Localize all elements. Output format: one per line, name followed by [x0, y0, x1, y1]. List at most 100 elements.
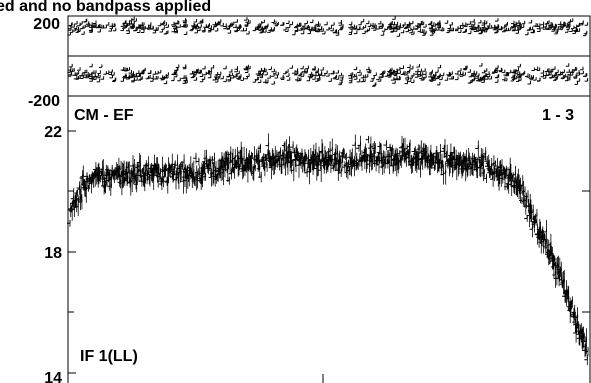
phase-point	[364, 28, 369, 33]
if-label: IF 1(LL)	[80, 348, 138, 365]
phase-point	[471, 26, 475, 31]
phase-point	[521, 70, 526, 75]
phase-point	[286, 77, 291, 81]
phase-point	[161, 76, 166, 80]
phase-point	[584, 78, 589, 82]
phase-point	[212, 21, 216, 26]
phase-point	[190, 74, 195, 79]
phase-point	[309, 19, 314, 23]
phase-point	[128, 70, 132, 74]
chart-title: ed and no bandpass applied	[0, 0, 211, 15]
phase-point	[540, 70, 545, 74]
phase-point	[193, 19, 198, 23]
amplitude-point	[367, 152, 371, 156]
amplitude-point	[91, 171, 95, 175]
phase-point	[463, 66, 467, 71]
amplitude-point	[150, 169, 154, 173]
phase-point	[348, 31, 352, 35]
phase-point	[183, 19, 187, 23]
phase-point	[246, 31, 250, 35]
amplitude-point	[507, 166, 511, 170]
amplitude-point	[278, 161, 282, 166]
phase-point	[576, 22, 581, 27]
amplitude-point	[130, 171, 135, 175]
phase-point	[432, 77, 437, 81]
phase-point	[289, 65, 293, 69]
phase-point	[267, 29, 271, 33]
phase-point	[173, 73, 178, 78]
phase-point	[137, 73, 141, 77]
amplitude-point	[338, 169, 342, 174]
phase-point	[283, 70, 287, 75]
amplitude-point	[442, 170, 447, 174]
phase-point	[137, 24, 141, 28]
phase-point	[171, 77, 175, 82]
amplitude-point	[519, 182, 524, 186]
phase-point	[554, 29, 559, 33]
phase-point	[564, 77, 569, 82]
amplitude-point	[75, 195, 80, 200]
amplitude-point	[551, 257, 556, 261]
amplitude-point	[332, 156, 336, 161]
amplitude-point	[585, 348, 589, 352]
amplitude-point	[190, 173, 194, 177]
amplitude-point	[466, 156, 470, 161]
phase-point	[462, 65, 467, 70]
phase-point	[191, 23, 196, 28]
amplitude-point	[370, 143, 374, 148]
amplitude-point	[581, 334, 585, 339]
phase-point	[392, 16, 396, 20]
amplitude-point	[153, 164, 158, 168]
phase-point	[491, 24, 496, 29]
phase-point	[280, 22, 284, 26]
amplitude-point	[376, 161, 380, 166]
amplitude-point	[472, 159, 476, 163]
amplitude-point	[287, 158, 291, 162]
phase-point	[331, 22, 335, 26]
phase-point	[351, 24, 355, 29]
amplitude-point	[160, 178, 164, 183]
phase-point	[420, 77, 425, 81]
phase-point	[150, 78, 154, 82]
amplitude-point	[556, 275, 560, 279]
amplitude-point	[235, 163, 239, 167]
amplitude-point	[108, 176, 112, 180]
amplitude-point	[219, 165, 224, 169]
phase-point	[147, 70, 152, 74]
phase-point	[419, 29, 424, 33]
phase-point	[485, 76, 489, 80]
amplitude-point	[107, 183, 112, 187]
phase-point	[177, 77, 181, 82]
amplitude-point	[523, 197, 527, 201]
phase-point	[475, 24, 479, 29]
phase-point	[358, 72, 362, 76]
amplitude-point	[442, 145, 446, 149]
phase-point	[227, 78, 232, 82]
phase-point	[82, 69, 86, 74]
phase-point	[197, 69, 201, 74]
phase-point	[394, 25, 398, 30]
phase-point	[254, 26, 259, 30]
phase-point	[173, 69, 178, 74]
phase-point	[503, 27, 507, 32]
phase-point	[567, 24, 571, 28]
phase-point	[273, 70, 277, 75]
phase-point	[68, 71, 73, 76]
phase-point	[540, 21, 545, 26]
phase-point	[432, 23, 437, 27]
phase-point	[97, 70, 101, 74]
phase-point	[193, 77, 198, 81]
phase-point	[485, 26, 489, 31]
phase-point	[467, 21, 471, 25]
amplitude-point	[287, 155, 292, 159]
phase-point	[353, 30, 358, 35]
phase-point	[226, 25, 231, 29]
amplitude-point	[364, 158, 368, 162]
phase-point	[512, 69, 516, 74]
amplitude-point	[250, 170, 255, 174]
phase-point	[318, 71, 323, 75]
phase-point	[557, 26, 562, 30]
phase-point	[396, 33, 401, 37]
phase-point	[203, 24, 207, 28]
amplitude-point	[252, 164, 256, 169]
